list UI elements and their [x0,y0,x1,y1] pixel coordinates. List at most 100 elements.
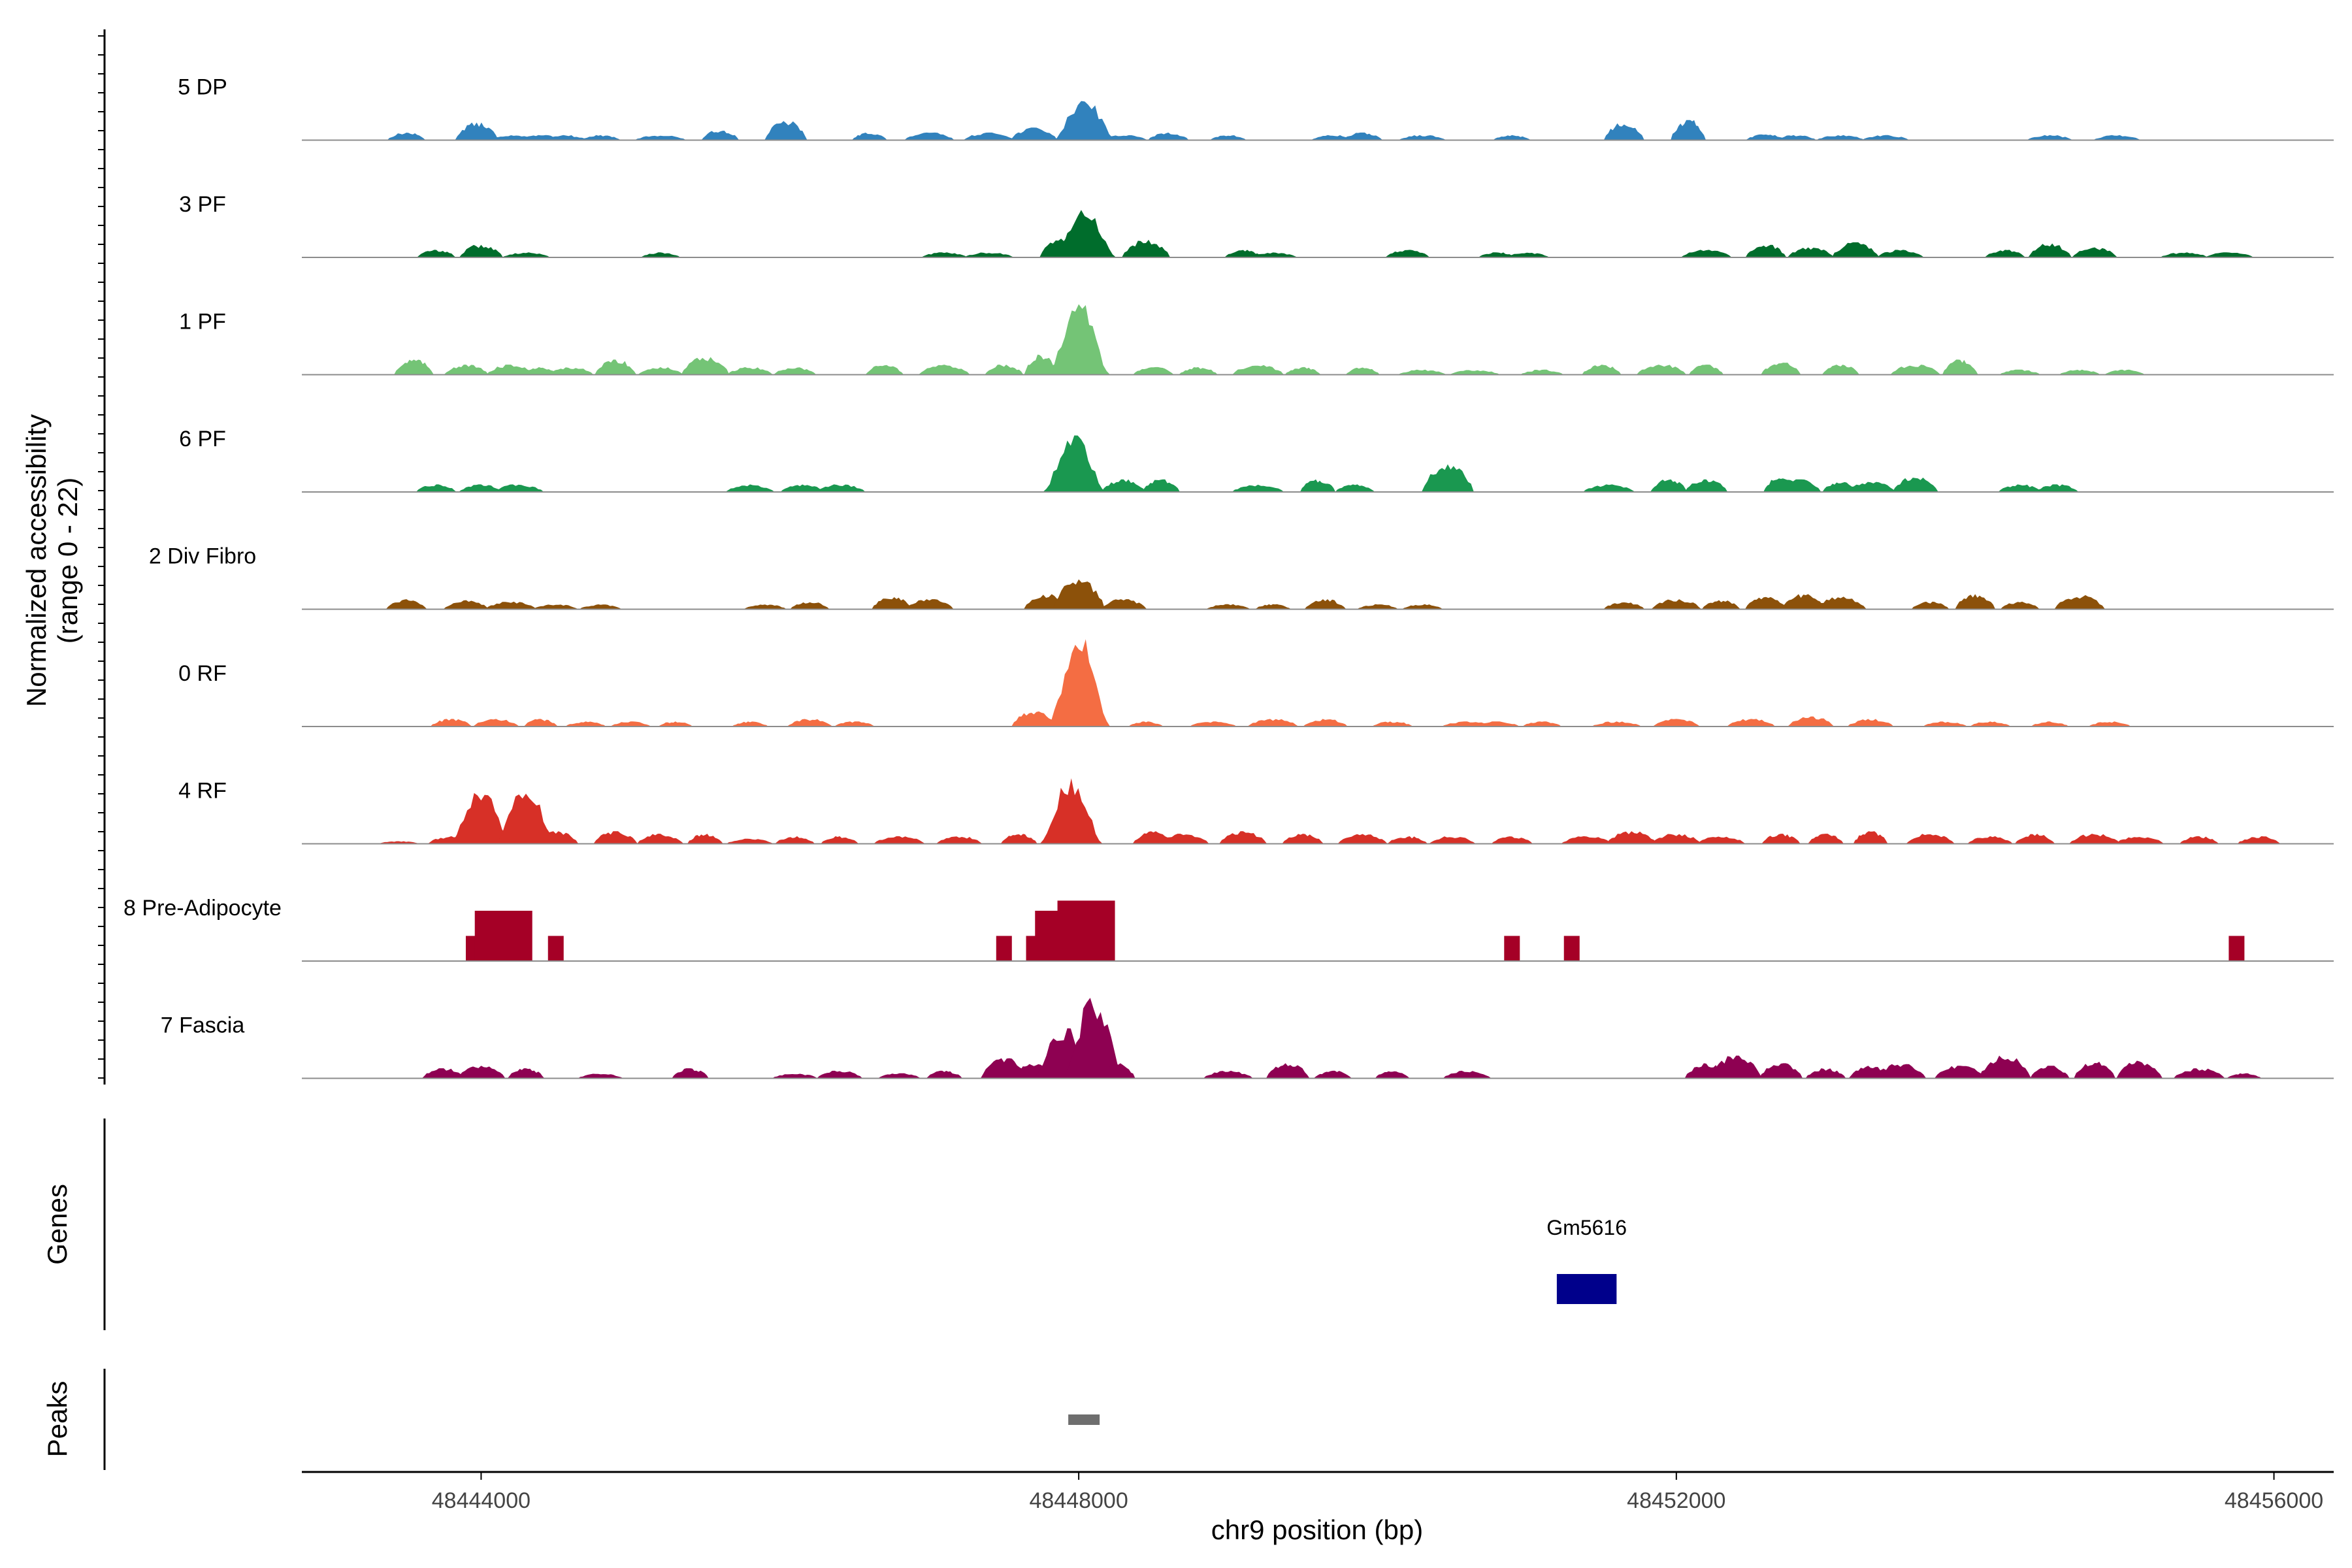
coverage-peak [1219,831,1267,844]
coverage-peak [1057,900,1115,961]
coverage-peak [1062,998,1125,1079]
x-tick-label: 48444000 [432,1488,531,1513]
track-label: 6 PF [179,427,226,451]
coverage-peak [485,601,537,610]
coverage-peak [1443,1070,1492,1079]
coverage-peak [1010,127,1058,140]
coverage-peak [1861,135,1910,140]
coverage-peak [443,600,489,610]
coverage-peak [1701,600,1741,610]
coverage-peak [1582,365,1622,375]
coverage-peak [787,719,833,727]
coverage-peak [539,135,588,140]
coverage-peak [1814,596,1867,610]
coverage-peak [1650,479,1688,492]
coverage-peak [1284,367,1321,375]
coverage-peak [821,836,859,844]
coverage-peak [773,367,817,375]
coverage-peak [1651,599,1702,610]
track-label: 3 PF [179,192,226,217]
coverage-peak [1047,304,1111,375]
coverage-peak [495,793,558,844]
coverage-peak [2059,369,2100,375]
y-axis-title-line1: Normalized accessibility [21,414,52,707]
coverage-peak [2014,834,2055,844]
coverage-peak [1934,1066,1986,1079]
coverage-peak [1671,120,1707,140]
coverage-peak [444,365,489,375]
coverage-peak [459,244,504,257]
coverage-peak [964,252,1015,257]
coverage-peak [1397,369,1447,375]
coverage-peak [1853,831,1888,844]
coverage-peak [416,250,456,257]
coverage-peak [2160,252,2209,257]
coverage-peak [1232,484,1284,492]
coverage-peak [877,1073,921,1079]
coverage-peak [726,838,774,844]
track-label: 2 Div Fibro [149,544,256,569]
coverage-peak [1345,367,1380,375]
x-axis-title: chr9 position (bp) [1211,1514,1424,1545]
coverage-peak [565,721,606,727]
coverage-peak [1969,721,2011,727]
coverage-peak [1101,479,1146,492]
coverage-peak [1011,711,1056,727]
genes-track: Genes Gm5616 [42,1119,1627,1330]
coverage-peak [2030,1066,2070,1079]
track-0-rf: 0 RF [178,639,2334,727]
coverage-peak [2036,484,2079,492]
coverage-peak [681,357,730,375]
coverage-peak [1232,365,1284,375]
coverage-peak [1375,1071,1410,1079]
coverage-peak [732,721,768,727]
coverage-peak [1652,719,1701,727]
coverage-peak [1999,369,2041,375]
coverage-peak [1831,242,1880,257]
gene-feature [1556,1274,1617,1304]
coverage-peak [449,792,513,844]
coverage-peak [1099,135,1148,140]
coverage-peak [1053,210,1117,257]
coverage-peak [701,131,740,140]
coverage-peak [1203,1070,1253,1079]
coverage-peak [394,359,434,375]
track-label: 7 Fascia [161,1013,245,1038]
coverage-peak [1821,365,1859,375]
coverage-peak [918,365,970,375]
coverage-peak [1520,369,1564,375]
coverage-peak [1680,250,1732,257]
coverage-peak [1787,247,1835,257]
coverage-peak [1428,836,1476,844]
coverage-peak [772,1073,818,1079]
coverage-peak [1710,1055,1763,1079]
coverage-peak [1808,834,1844,844]
coverage-peak [2088,721,2131,727]
coverage-peak [1603,123,1644,140]
coverage-peak [387,133,426,140]
genes-track-title: Genes [42,1184,73,1265]
coverage-peak [725,484,775,492]
coverage-peak [1304,599,1347,610]
coverage-peak [1890,365,1941,375]
coverage-peak [610,721,651,727]
coverage-peak [385,599,427,610]
coverage-peak [1727,719,1776,727]
coverage-peak [1874,1064,1927,1079]
coverage-peak [2115,837,2164,844]
track-label: 0 RF [178,661,227,686]
coverage-peak [1421,464,1474,492]
coverage-peak [1782,594,1825,610]
coverage-peak [874,836,926,844]
peak-region [1068,1414,1100,1425]
coverage-peak [1563,936,1580,961]
coverage-peak [1775,135,1817,140]
coverage-peak [1745,134,1787,140]
coverage-peak [851,133,887,140]
x-axis: 48444000 48448000 48452000 48456000 [302,1471,2334,1513]
coverage-peak [1039,778,1103,844]
coverage-peak [1313,1070,1352,1079]
coverage-peak [1942,359,1978,375]
coverage-peak [1254,604,1292,610]
